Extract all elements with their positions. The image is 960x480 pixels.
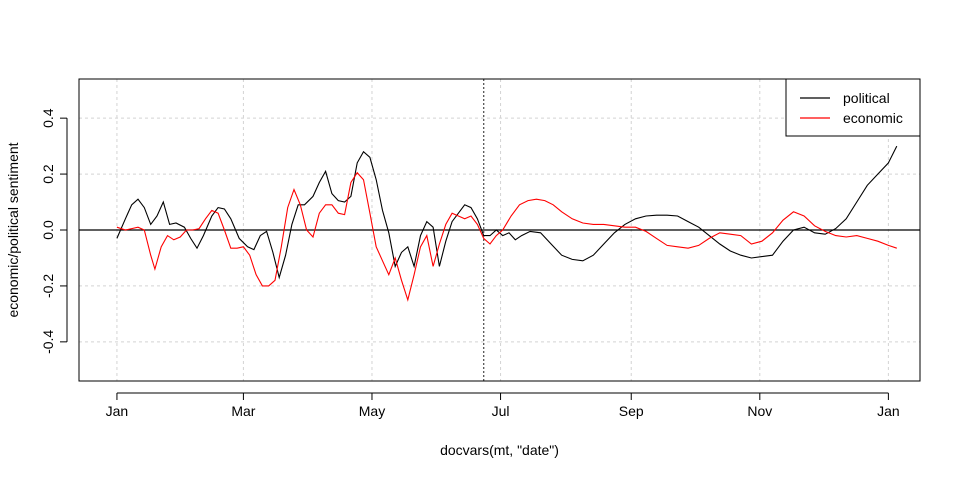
y-tick-label: -0.2 [40, 274, 56, 298]
series-line-political [116, 145, 898, 280]
y-tick-label: 0.4 [40, 108, 56, 128]
legend-label-political: political [843, 90, 890, 106]
y-tick-label: 0.0 [40, 220, 56, 240]
x-tick-label: Jan [877, 403, 900, 419]
y-axis: -0.4 -0.2 0.0 0.2 0.4 [40, 108, 68, 354]
y-axis-label: economic/political sentiment [5, 142, 21, 317]
legend-box [785, 78, 921, 137]
plot-frame [78, 78, 921, 382]
legend-label-economic: economic [843, 110, 903, 126]
y-tick-label: -0.4 [40, 330, 56, 354]
legend: political economic [785, 78, 921, 137]
series-layer [116, 145, 898, 302]
x-axis: Jan Mar May Jul Sep Nov Jan [106, 392, 900, 419]
x-tick-label: Jan [106, 403, 129, 419]
x-tick-label: Nov [747, 403, 772, 419]
x-tick-label: May [359, 403, 385, 419]
x-tick-label: Mar [231, 403, 255, 419]
x-axis-label: docvars(mt, "date") [440, 442, 559, 458]
x-tick-label: Jul [492, 403, 510, 419]
x-tick-label: Sep [619, 403, 644, 419]
y-tick-label: 0.2 [40, 164, 56, 184]
series-line-economic [116, 171, 897, 302]
